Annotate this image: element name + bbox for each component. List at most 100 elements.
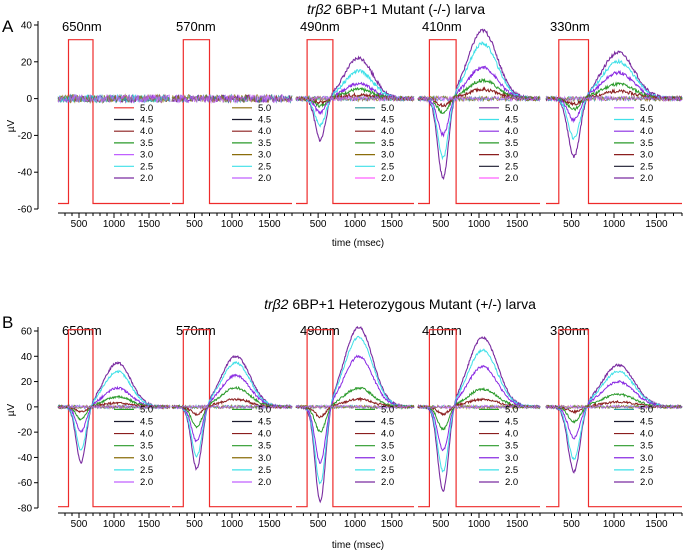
stimulus-trace (296, 39, 414, 205)
legend-label: 2.0 (258, 173, 271, 184)
response-trace (295, 55, 415, 142)
x-tick-label: 1500 (506, 519, 529, 530)
legend-label: 4.0 (505, 126, 518, 137)
legend-label: 5.0 (381, 404, 394, 415)
legend-label: 4.5 (258, 416, 271, 427)
legend-label: 3.5 (505, 441, 518, 452)
x-tick-label: 500 (563, 519, 580, 530)
legend-label: 2.0 (640, 173, 653, 184)
y-tick-label: 40 (21, 21, 33, 32)
wavelength-label: 410nm (422, 19, 462, 34)
y-tick-label: 0 (26, 402, 32, 413)
legend-label: 5.0 (505, 404, 518, 415)
x-tick-label: 500 (71, 519, 88, 530)
x-tick-label: 500 (433, 219, 450, 230)
legend-label: 2.0 (505, 173, 518, 184)
x-tick-label: 1500 (258, 219, 281, 230)
legend-label: 5.0 (140, 404, 153, 415)
x-tick-label: 1500 (258, 519, 281, 530)
panel-b-ylabel: µV (6, 403, 17, 416)
stimulus-trace (58, 39, 170, 205)
x-tick-label: 1000 (221, 519, 244, 530)
legend-label: 2.5 (258, 161, 271, 172)
x-tick-label: 1000 (103, 519, 126, 530)
noise-trace (545, 94, 683, 103)
response-trace (171, 355, 293, 471)
wavelength-label: 650nm (62, 323, 102, 338)
stimulus-trace (418, 39, 540, 205)
wavelength-label: 330nm (550, 323, 590, 338)
y-tick-label: -60 (18, 478, 33, 489)
legend-label: 5.0 (381, 103, 394, 114)
response-trace (295, 335, 415, 485)
stimulus-trace (418, 329, 540, 508)
y-tick-label: -20 (18, 428, 33, 439)
legend-label: 3.5 (140, 441, 153, 452)
x-tick-label: 500 (563, 219, 580, 230)
legend-label: 3.5 (140, 138, 153, 149)
legend-label: 2.0 (381, 477, 394, 488)
stimulus-trace (546, 329, 682, 508)
x-tick-label: 1000 (603, 219, 626, 230)
noise-trace (295, 94, 415, 103)
legend-label: 3.0 (140, 453, 153, 464)
stimulus-trace (58, 329, 170, 508)
panel-a-title: trβ2 6BP+1 Mutant (-/-) larva (307, 1, 485, 17)
legend-label: 3.0 (258, 150, 271, 161)
legend-label: 3.0 (381, 150, 394, 161)
x-tick-label: 1500 (138, 519, 161, 530)
x-tick-label: 500 (186, 519, 203, 530)
x-tick-label: 1000 (221, 219, 244, 230)
legend-label: 4.5 (140, 115, 153, 126)
panel-a-xlabel: time (msec) (332, 238, 384, 249)
legend-label: 4.0 (381, 429, 394, 440)
response-trace (417, 364, 541, 452)
legend-label: 4.0 (505, 429, 518, 440)
legend-label: 3.0 (505, 453, 518, 464)
response-trace (417, 28, 541, 181)
response-trace (417, 335, 541, 492)
wavelength-label: 570nm (176, 323, 216, 338)
x-tick-label: 1500 (506, 219, 529, 230)
legend-label: 3.0 (258, 453, 271, 464)
legend-label: 3.5 (381, 441, 394, 452)
legend-label: 2.0 (505, 477, 518, 488)
x-tick-label: 1000 (468, 519, 491, 530)
legend-label: 5.0 (640, 404, 653, 415)
x-tick-label: 1000 (103, 219, 126, 230)
noise-trace (295, 403, 415, 410)
legend-label: 3.0 (640, 453, 653, 464)
x-tick-label: 1500 (645, 219, 668, 230)
legend-label: 3.5 (640, 441, 653, 452)
legend-label: 4.5 (505, 416, 518, 427)
response-trace (545, 363, 682, 474)
x-tick-label: 1000 (344, 219, 367, 230)
response-trace (545, 50, 683, 159)
y-tick-label: -40 (18, 168, 33, 179)
legend-label: 2.5 (140, 161, 153, 172)
stimulus-trace (172, 329, 292, 508)
response-trace (295, 326, 415, 504)
x-tick-label: 500 (310, 219, 327, 230)
legend-label: 2.0 (640, 477, 653, 488)
noise-trace (57, 403, 171, 410)
legend-label: 4.0 (258, 126, 271, 137)
x-tick-label: 1500 (381, 519, 404, 530)
legend-label: 3.5 (640, 138, 653, 149)
panel-a-title-rest: 6BP+1 Mutant (-/-) larva (331, 1, 485, 17)
legend-label: 5.0 (640, 103, 653, 114)
stimulus-trace (172, 39, 292, 205)
y-tick-label: 0 (26, 94, 32, 105)
legend-label: 3.5 (258, 138, 271, 149)
legend-label: 4.0 (640, 429, 653, 440)
legend-label: 2.5 (140, 465, 153, 476)
legend-label: 5.0 (258, 103, 271, 114)
y-tick-label: 60 (21, 327, 33, 338)
wavelength-label: 410nm (422, 323, 462, 338)
legend-label: 3.5 (258, 441, 271, 452)
stimulus-trace (546, 39, 682, 205)
legend-label: 4.5 (505, 115, 518, 126)
legend-label: 3.5 (381, 138, 394, 149)
